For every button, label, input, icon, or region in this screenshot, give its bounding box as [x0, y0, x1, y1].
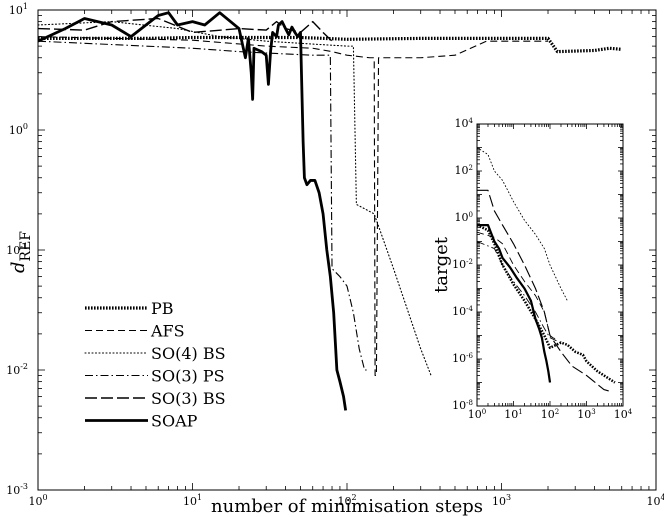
- main-y-tick-label: 10-1: [6, 242, 28, 257]
- main-x-tick-label: 104: [646, 493, 664, 508]
- main-y-tick-label: 100: [9, 122, 28, 137]
- main-series-pb: [38, 35, 622, 54]
- inset-y-tick-label: 104: [455, 117, 474, 130]
- main-x-tick-label: 102: [337, 493, 356, 508]
- main-series-so3-bs: [38, 17, 333, 42]
- legend: PB AFS SO(4) BS SO(3) PS SO(3) BS SOAP: [84, 299, 226, 431]
- inset-series-soap: [477, 223, 552, 383]
- main-x-tick-label: 101: [183, 493, 202, 508]
- inset-x-tick-label: 103: [577, 408, 595, 421]
- main-x-tick-label: 100: [28, 493, 47, 508]
- inset-series-pb: [477, 223, 616, 384]
- main-series-afs: [38, 36, 549, 377]
- main-x-axis-label: number of minimisation steps: [211, 496, 483, 517]
- legend-label-pb: PB: [151, 299, 174, 318]
- main-x-tick-label: 103: [492, 493, 511, 508]
- main-series: [38, 11, 622, 411]
- legend-label-so4-bs: SO(4) BS: [151, 344, 226, 363]
- main-y-tick-label: 10-2: [6, 362, 28, 377]
- main-series-so3-ps: [38, 40, 370, 371]
- inset-y-tick-label: 10-4: [452, 305, 473, 318]
- inset-frame: [476, 123, 624, 407]
- inset-series-so4-bs: [477, 147, 568, 302]
- inset-x-tick-label: 100: [468, 408, 486, 421]
- inset-y-tick-label: 10-8: [452, 399, 473, 412]
- main-plot: 100 101 102 103 104 10-3 10-2 10-1 100 101 number …: [6, 2, 664, 517]
- main-series-soap: [38, 11, 348, 411]
- legend-label-so3-ps: SO(3) PS: [151, 367, 225, 386]
- inset-y-axis-label: target: [431, 236, 452, 293]
- inset-series-afs: [477, 231, 557, 340]
- main-series-so4-bs: [38, 21, 432, 377]
- main-frame: [37, 9, 657, 491]
- inset-y-tick-label: 100: [455, 211, 473, 224]
- inset-series-so3-ps: [477, 241, 557, 342]
- inset-x-tick-label: 104: [614, 408, 633, 421]
- legend-label-afs: AFS: [150, 322, 185, 341]
- inset-y-tick-label: 10-6: [452, 352, 473, 365]
- main-y-tick-label: 10-3: [6, 482, 28, 497]
- inset-plot: 100 101 102 103 104 10-8 10-6 10-4 10-2 100 102 104…: [431, 117, 633, 421]
- inset-x-tick-label: 101: [504, 408, 522, 421]
- main-ticks: [37, 10, 656, 491]
- inset-y-tick-label: 102: [455, 164, 473, 177]
- inset-x-tick-label: 102: [541, 408, 559, 421]
- legend-label-so3-bs: SO(3) BS: [151, 389, 226, 408]
- inset-y-tick-label: 10-2: [452, 258, 473, 271]
- legend-label-soap: SOAP: [151, 412, 198, 431]
- inset-series-so3-bs: [477, 189, 613, 393]
- inset-series: [477, 147, 616, 393]
- main-y-tick-label: 101: [9, 2, 28, 17]
- main-y-axis-label: dREF: [8, 231, 34, 273]
